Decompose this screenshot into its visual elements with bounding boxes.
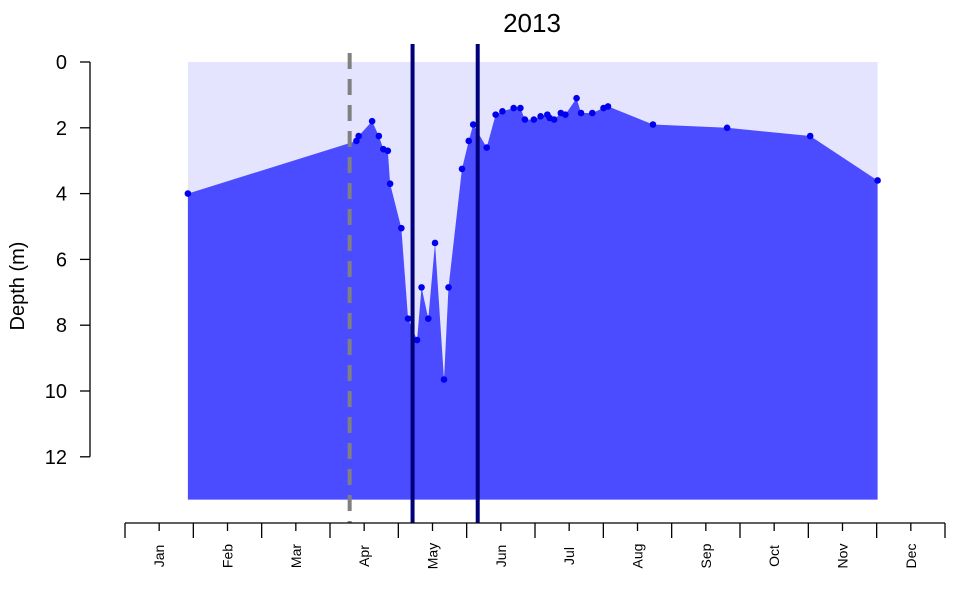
data-point — [537, 112, 544, 120]
data-point — [499, 108, 506, 115]
month-label: Jan — [151, 545, 167, 568]
month-label: Sep — [698, 543, 714, 568]
data-points-layer — [184, 94, 881, 383]
y-tick-label: 2 — [56, 118, 67, 140]
y-axis: 0 2 4 6 8 10 12 — [45, 52, 91, 469]
y-tick-label: 0 — [56, 52, 67, 74]
data-point — [384, 147, 392, 155]
month-label: Mar — [288, 544, 304, 568]
chart-title: 2013 — [503, 8, 561, 38]
month-label: Oct — [766, 545, 782, 567]
data-point — [368, 117, 376, 125]
month-label: Dec — [903, 544, 919, 569]
y-tick-label: 4 — [56, 184, 67, 206]
data-point — [806, 132, 814, 140]
data-point — [562, 111, 569, 118]
data-point — [465, 137, 473, 145]
data-point — [577, 109, 585, 117]
y-tick-label: 8 — [56, 315, 67, 337]
y-tick-label: 10 — [45, 381, 67, 403]
data-point — [588, 109, 596, 117]
data-point — [874, 177, 881, 184]
data-point — [184, 190, 192, 197]
data-point — [550, 116, 558, 123]
data-point — [398, 224, 405, 232]
depth-area-layer — [187, 98, 878, 500]
data-point — [517, 104, 524, 112]
data-point — [353, 137, 360, 145]
data-point — [413, 336, 421, 344]
month-label: Feb — [220, 544, 236, 568]
data-point — [404, 315, 412, 322]
y-tick-label: 12 — [45, 447, 67, 469]
month-label: Apr — [356, 545, 372, 567]
x-axis: Jan Feb Mar Apr May Jun Jul Aug Sep Oct Nov Dec — [124, 522, 946, 569]
data-point — [492, 111, 499, 118]
data-point — [573, 94, 580, 102]
data-point — [483, 144, 491, 151]
month-label: Jun — [493, 545, 509, 568]
data-point — [469, 121, 477, 128]
data-point — [445, 284, 452, 291]
data-point — [386, 180, 394, 188]
data-point — [418, 284, 425, 291]
data-point — [510, 104, 517, 112]
data-point — [355, 132, 362, 140]
data-point — [440, 376, 448, 383]
y-axis-label: Depth (m) — [7, 242, 29, 331]
month-label: Jul — [561, 547, 577, 565]
data-point — [521, 116, 529, 123]
depth-area — [187, 98, 878, 500]
vertical-lines-layer — [347, 44, 480, 523]
data-point — [649, 121, 657, 128]
data-point — [424, 315, 432, 322]
y-tick-label: 6 — [56, 249, 67, 271]
month-label: May — [425, 543, 441, 569]
data-point — [604, 103, 612, 110]
data-point — [530, 116, 538, 123]
month-label: Nov — [835, 544, 851, 569]
data-point — [375, 132, 383, 140]
month-label: Aug — [630, 544, 646, 569]
data-point — [458, 165, 466, 173]
data-point — [431, 239, 439, 247]
data-point — [723, 124, 731, 132]
